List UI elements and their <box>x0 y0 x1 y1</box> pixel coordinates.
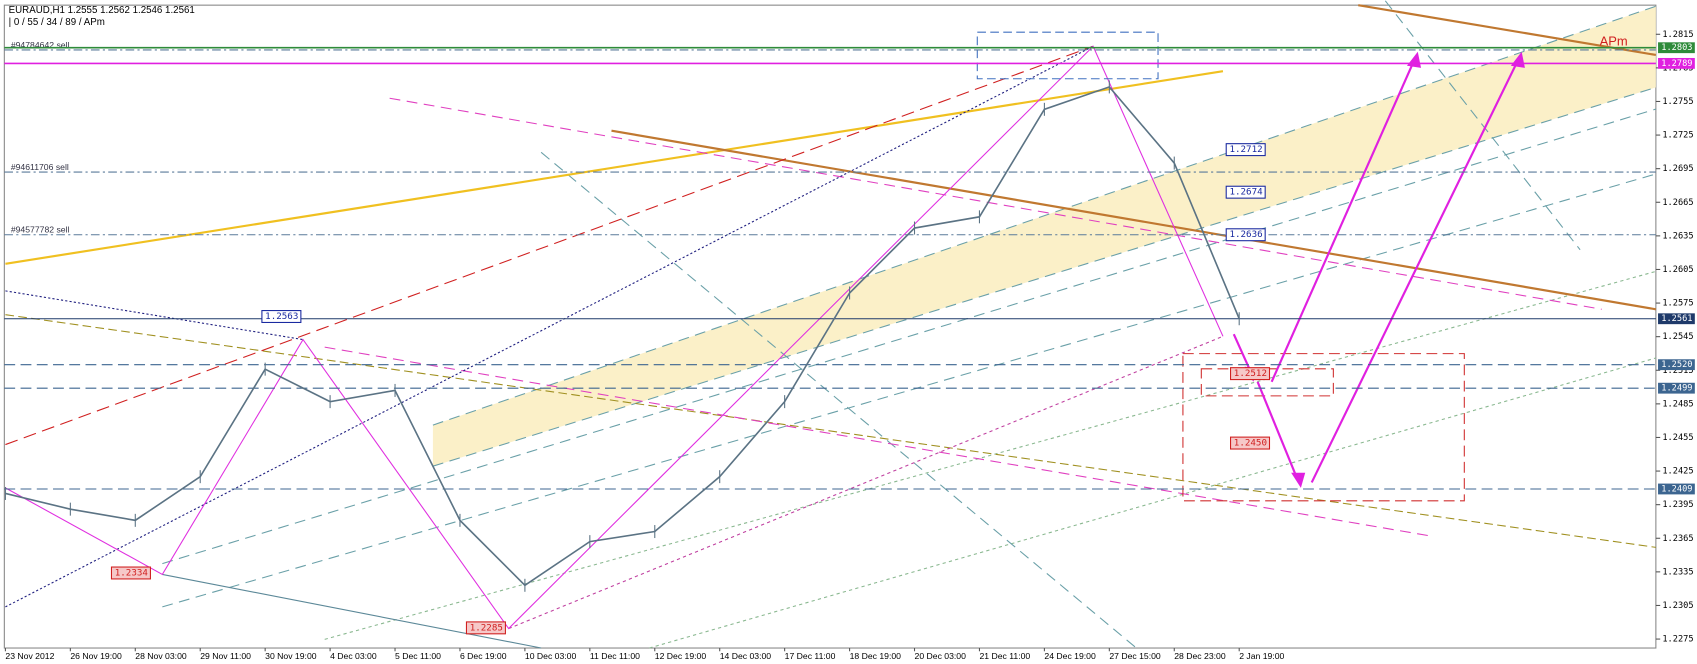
trend-line <box>162 573 542 649</box>
x-tick-label: 5 Dec 11:00 <box>395 651 441 661</box>
order-label: #94611706 sell <box>11 162 69 172</box>
fib-line <box>1384 0 1581 251</box>
y-tick-label: 1.2545 <box>1662 332 1693 342</box>
y-tick-label: 1.2395 <box>1662 500 1693 510</box>
price-label-box <box>1225 228 1266 242</box>
price-label: 1.2563 <box>265 311 298 322</box>
y-tick-label: 1.2755 <box>1662 97 1693 107</box>
trend-line <box>508 335 1224 630</box>
y-tick-label: 1.2455 <box>1662 433 1693 443</box>
level-box <box>1658 359 1695 371</box>
x-tick-label: 4 Dec 03:00 <box>330 651 377 661</box>
trend-line <box>611 129 1657 311</box>
x-tick-label: 14 Dec 03:00 <box>720 651 772 661</box>
x-tick-label: 27 Dec 15:00 <box>1109 651 1161 661</box>
decorations <box>5 0 1657 649</box>
y-tick-label: 1.2485 <box>1662 399 1693 409</box>
x-tick-label: 6 Dec 19:00 <box>460 651 507 661</box>
y-tick-label: 1.2815 <box>1662 30 1693 40</box>
target-box <box>1182 353 1465 502</box>
price-label: 1.2712 <box>1229 144 1262 155</box>
trend-line <box>389 97 1602 310</box>
y-tick-label: 1.2575 <box>1662 299 1693 309</box>
level-box <box>1658 382 1695 394</box>
price-label-box <box>110 566 151 580</box>
trend-line <box>1358 4 1657 57</box>
x-tick-label: 17 Dec 11:00 <box>785 651 836 661</box>
price-label-box <box>1225 185 1266 199</box>
x-tick-label: 10 Dec 03:00 <box>525 651 577 661</box>
trend-line <box>5 70 1224 265</box>
price-line <box>5 85 1240 587</box>
top-box <box>976 31 1159 80</box>
y-tick-label: 1.2695 <box>1662 164 1693 174</box>
y-tick-label: 1.2665 <box>1662 198 1693 208</box>
x-tick-label: 24 Dec 19:00 <box>1044 651 1096 661</box>
level-box <box>1658 57 1695 69</box>
price-label: 1.2450 <box>1234 438 1267 449</box>
channel-band <box>432 6 1656 467</box>
level-box <box>1658 483 1695 495</box>
channel-edge <box>432 86 1657 467</box>
x-tick-label: 18 Dec 19:00 <box>850 651 902 661</box>
y-tick-label: 1.2635 <box>1662 231 1693 241</box>
y-tick-label: 1.2365 <box>1662 534 1693 544</box>
level-box <box>1658 42 1695 54</box>
trend-line <box>324 346 1435 538</box>
price-label: 1.2512 <box>1234 368 1267 379</box>
level-label: 1.2409 <box>1661 484 1692 494</box>
x-tick-label: 21 Dec 11:00 <box>979 651 1030 661</box>
annotation: APm <box>1600 33 1628 48</box>
trend-line <box>5 314 1656 548</box>
x-tick-label: 28 Dec 23:00 <box>1174 651 1226 661</box>
y-tick-label: 1.2425 <box>1662 467 1693 477</box>
zigzag <box>5 45 1224 630</box>
price-label: 1.2334 <box>115 567 149 578</box>
level-label: 1.2789 <box>1661 59 1692 69</box>
trend-line <box>5 45 1094 608</box>
level-label: 1.2561 <box>1661 314 1692 324</box>
x-tick-label: 29 Nov 11:00 <box>200 651 251 661</box>
price-label: 1.2285 <box>470 622 503 633</box>
x-tick-label: 30 Nov 19:00 <box>265 651 317 661</box>
trend-line <box>5 45 1094 446</box>
x-tick-label: 28 Nov 03:00 <box>135 651 187 661</box>
x-tick-label: 23 Nov 2012 <box>5 651 54 661</box>
price-label-box <box>1230 436 1271 450</box>
level-box <box>1658 313 1695 325</box>
x-tick-label: 20 Dec 03:00 <box>915 651 967 661</box>
level-label: 1.2520 <box>1661 360 1692 370</box>
order-label: #94784642 sell <box>11 40 70 50</box>
price-label: 1.2674 <box>1229 187 1263 198</box>
channel-line <box>162 108 1657 565</box>
trend-line <box>5 290 304 341</box>
chart-subtitle: | 0 / 55 / 34 / 89 / APm <box>9 17 105 28</box>
y-tick-label: 1.2515 <box>1662 366 1693 376</box>
x-tick-label: 26 Nov 19:00 <box>70 651 122 661</box>
y-tick-label: 1.2725 <box>1662 131 1693 141</box>
channel-line <box>649 357 1657 649</box>
order-label: #94577782 sell <box>11 225 70 235</box>
x-tick-label: 11 Dec 11:00 <box>590 651 640 661</box>
chart-title: EURAUD,H1 1.2555 1.2562 1.2546 1.2561 <box>9 5 195 16</box>
channel-line <box>324 270 1657 640</box>
channel-edge <box>432 5 1657 426</box>
level-label: 1.2803 <box>1661 43 1692 53</box>
y-tick-label: 1.2275 <box>1662 635 1693 645</box>
price-label: 1.2636 <box>1229 229 1262 240</box>
price-label-box <box>1230 367 1271 381</box>
level-label: 1.2499 <box>1661 384 1692 394</box>
y-tick-label: 1.2605 <box>1662 265 1693 275</box>
y-tick-label: 1.2335 <box>1662 567 1693 577</box>
price-label-box <box>261 310 302 324</box>
price-label-box <box>1225 143 1266 157</box>
x-tick-label: 12 Dec 19:00 <box>655 651 707 661</box>
x-tick-label: 2 Jan 19:00 <box>1239 651 1284 661</box>
y-tick-label: 1.2305 <box>1662 601 1693 611</box>
price-label-box <box>465 621 506 635</box>
